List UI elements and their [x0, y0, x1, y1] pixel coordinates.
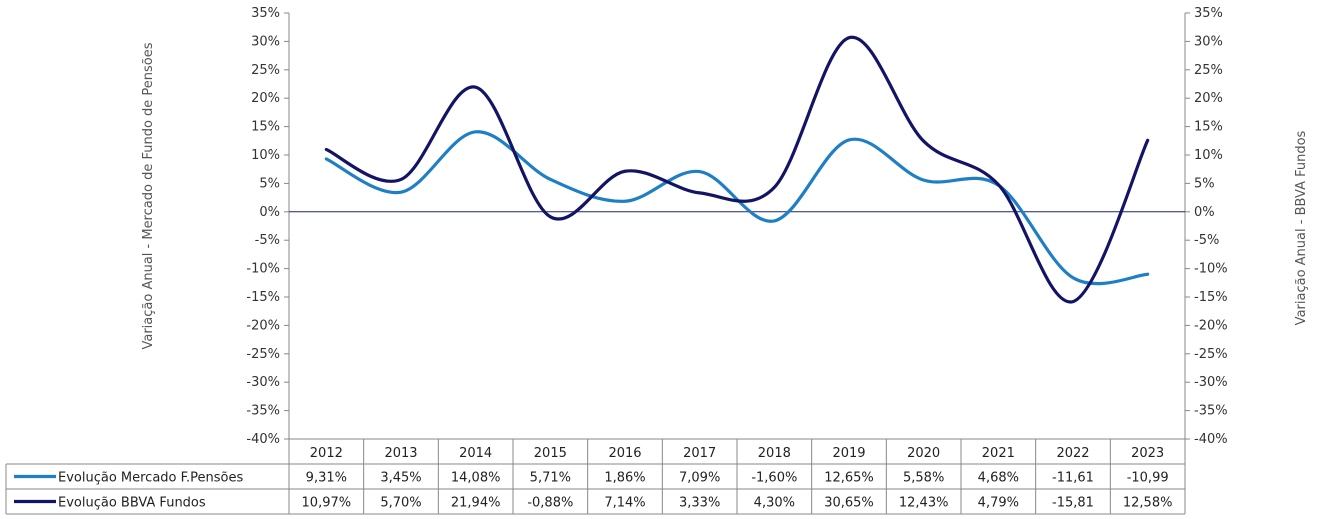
- y-tick-label-left: -20%: [246, 318, 280, 333]
- x-category-label: 2013: [384, 446, 417, 461]
- y-tick-label-right: -10%: [1194, 262, 1228, 277]
- x-category-label: 2023: [1131, 446, 1164, 461]
- y-tick-label-right: 10%: [1194, 148, 1223, 163]
- y-tick-label-right: 25%: [1194, 63, 1223, 78]
- y-tick-label-left: 0%: [259, 205, 280, 220]
- series-lines: [324, 35, 1150, 304]
- x-category-label: 2016: [608, 446, 641, 461]
- data-label: -15,81: [1052, 496, 1094, 511]
- y-tick-label-right: 35%: [1194, 6, 1223, 21]
- y-tick-label-left: 35%: [251, 6, 280, 21]
- data-label: -1,60%: [751, 471, 797, 486]
- y-tick-label-left: 5%: [259, 176, 280, 191]
- y-tick-label-right: -5%: [1194, 233, 1219, 248]
- data-label: 1,86%: [604, 471, 645, 486]
- y-tick-label-left: 15%: [251, 120, 280, 135]
- y-tick-label-left: -5%: [255, 233, 280, 248]
- data-label: -0,88%: [527, 496, 573, 511]
- y-tick-label-right: -40%: [1194, 432, 1228, 447]
- data-label: 7,14%: [604, 496, 645, 511]
- y-tick-label-left: -35%: [246, 404, 280, 419]
- legend-label-1: Evolução Mercado F.Pensões: [58, 471, 243, 486]
- data-table: 2012 2013 2014 2015 2016 2017 2018 2019 2020 2021…: [5, 438, 1186, 515]
- data-label: -10,99: [1127, 471, 1169, 486]
- y-tick-label-left: 30%: [251, 34, 280, 49]
- x-category-label: 2015: [534, 446, 567, 461]
- data-label: 10,97%: [302, 496, 352, 511]
- chart-frame: [288, 13, 1186, 439]
- data-label: 4,79%: [978, 496, 1019, 511]
- y-tick-label-right: 15%: [1194, 120, 1223, 135]
- y-tick-label-right: -20%: [1194, 318, 1228, 333]
- data-label: 3,45%: [380, 471, 421, 486]
- data-label: 4,30%: [754, 496, 795, 511]
- x-category-label: 2018: [758, 446, 791, 461]
- y-tick-label-left: 20%: [251, 91, 280, 106]
- data-label: 7,09%: [679, 471, 720, 486]
- y-tick-label-right: 20%: [1194, 91, 1223, 106]
- y-tick-label-right: -30%: [1194, 375, 1228, 390]
- y-axis-ticks: 35% 35% 30% 30% 25% 25% 20% 20% 15% 15% 10% 10% 5% 5%…: [246, 6, 1227, 447]
- legend-label-2: Evolução BBVA Fundos: [58, 496, 206, 511]
- y-tick-label-left: -25%: [246, 347, 280, 362]
- data-label: 30,65%: [824, 496, 874, 511]
- y-tick-label-right: -15%: [1194, 290, 1228, 305]
- y-tick-label-right: -35%: [1194, 404, 1228, 419]
- data-label: 4,68%: [978, 471, 1019, 486]
- data-label: 12,65%: [824, 471, 874, 486]
- data-label: 5,70%: [380, 496, 421, 511]
- x-category-label: 2012: [310, 446, 343, 461]
- data-label: 12,58%: [1123, 496, 1173, 511]
- y-tick-label-right: -25%: [1194, 347, 1228, 362]
- y-tick-label-right: 30%: [1194, 34, 1223, 49]
- x-category-label: 2021: [982, 446, 1015, 461]
- data-label: 14,08%: [451, 471, 501, 486]
- data-label: 12,43%: [899, 496, 949, 511]
- data-label: -11,61: [1052, 471, 1094, 486]
- data-label: 21,94%: [451, 496, 501, 511]
- y-axis-title-right: Variação Anual - BBVA Fundos: [1294, 130, 1309, 325]
- y-tick-label-left: -40%: [246, 432, 280, 447]
- y-tick-label-right: 5%: [1194, 176, 1215, 191]
- x-category-label: 2022: [1056, 446, 1089, 461]
- data-label: 9,31%: [306, 471, 347, 486]
- y-tick-label-left: -30%: [246, 375, 280, 390]
- y-axis-title-left: Variação Anual - Mercado de Fundo de Pen…: [141, 42, 156, 349]
- x-category-label: 2020: [907, 446, 940, 461]
- x-category-label: 2019: [832, 446, 865, 461]
- data-label: 3,33%: [679, 496, 720, 511]
- data-label: 5,58%: [903, 471, 944, 486]
- y-tick-label-right: 0%: [1194, 205, 1215, 220]
- y-tick-label-left: -10%: [246, 262, 280, 277]
- series-line-1: [324, 130, 1150, 286]
- series-line-2: [324, 35, 1150, 304]
- y-tick-label-left: -15%: [246, 290, 280, 305]
- x-category-label: 2014: [459, 446, 492, 461]
- data-label: 5,71%: [530, 471, 571, 486]
- y-tick-label-left: 10%: [251, 148, 280, 163]
- y-tick-label-left: 25%: [251, 63, 280, 78]
- x-category-label: 2017: [683, 446, 716, 461]
